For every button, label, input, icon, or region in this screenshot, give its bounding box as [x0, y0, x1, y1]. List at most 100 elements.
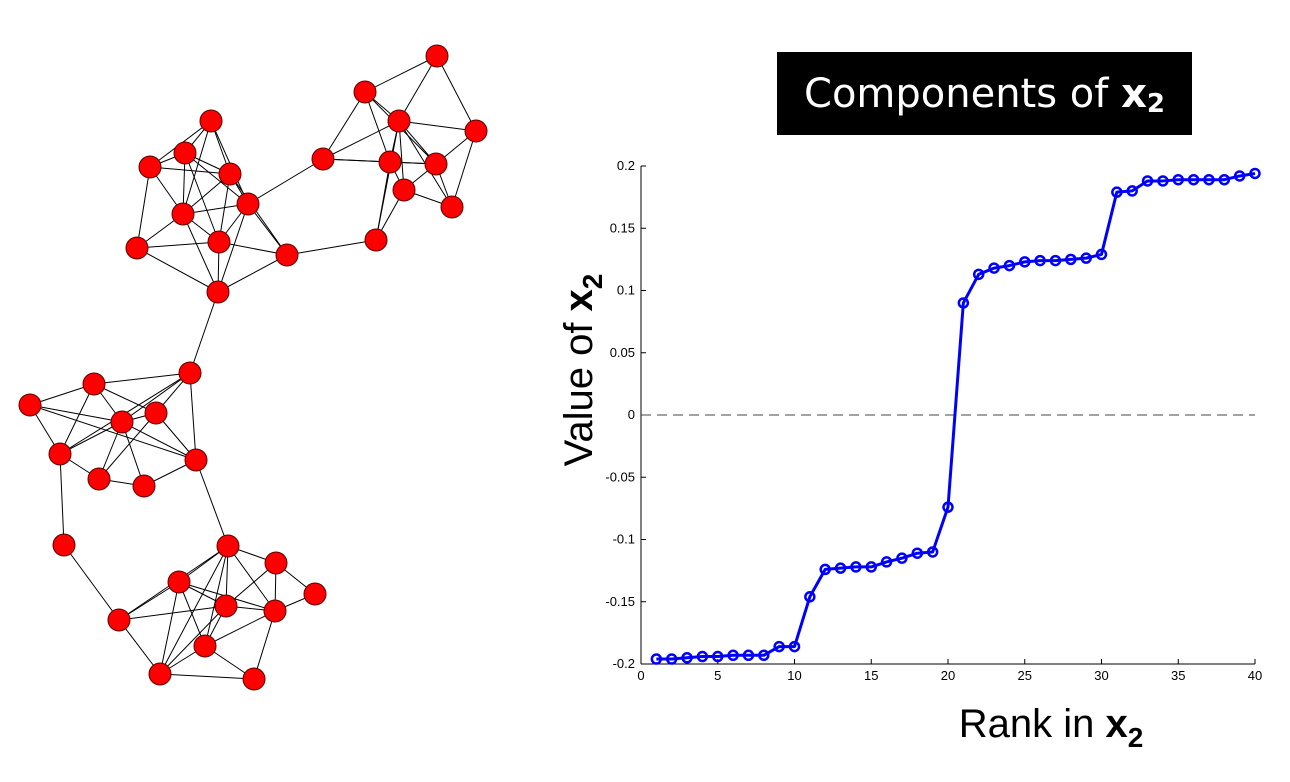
graph-node [82, 372, 106, 396]
graph-node [275, 243, 299, 267]
graph-node [144, 401, 168, 425]
data-point [850, 561, 862, 573]
data-point [1019, 256, 1031, 268]
data-point [665, 653, 678, 665]
graph-node [440, 195, 464, 219]
data-point [1203, 173, 1215, 186]
x-tick-label: 0 [637, 668, 644, 683]
graph-node [138, 155, 162, 179]
graph-node [387, 109, 411, 133]
y-tick-label: 0.05 [610, 345, 635, 360]
data-point [988, 262, 1000, 274]
line-chart: -0.2 -0.15 -0.1 -0.05 0 0.05 0.1 0.15 0.2 0 5 10 15 2… [540, 140, 1290, 777]
data-point [1187, 173, 1200, 186]
graph-edge [204, 610, 276, 647]
data-point [1080, 252, 1092, 264]
graph-node [52, 533, 76, 557]
data-point [819, 563, 831, 576]
edges-layer [29, 55, 477, 680]
x-tick-label: 10 [787, 668, 801, 683]
data-point [1172, 173, 1184, 186]
graph-node [148, 662, 172, 686]
data-point [926, 546, 939, 558]
data-point [804, 591, 816, 603]
graph-edge [159, 545, 229, 675]
graph-node [425, 44, 449, 68]
graph-edge [189, 372, 197, 461]
graph-node [199, 109, 223, 133]
data-point [896, 552, 908, 564]
graph-node [171, 202, 195, 226]
data-point [957, 297, 970, 309]
graph-node [48, 442, 72, 466]
y-tick-label: 0.15 [610, 220, 635, 235]
graph-edge [364, 55, 438, 93]
data-point [1218, 173, 1231, 186]
y-tick-label: 0 [628, 407, 635, 422]
data-point [696, 650, 709, 663]
chart-title-sub: 2 [1146, 88, 1165, 119]
graph-node [167, 570, 191, 594]
graph-edge [159, 581, 180, 675]
graph-edge [118, 605, 227, 621]
y-tick-label: -0.05 [605, 469, 635, 484]
series-layer [650, 167, 1261, 665]
graph-edge [29, 404, 123, 423]
data-point [911, 547, 924, 559]
graph-node [125, 236, 149, 260]
graph-node [424, 152, 448, 176]
graph-node [214, 594, 238, 618]
y-axis-title: Value of x2 [557, 274, 608, 467]
data-point [650, 653, 663, 665]
graph-edge [182, 213, 219, 293]
x-tick-label: 5 [714, 668, 721, 683]
graph-edge [227, 545, 276, 612]
graph-edge [59, 421, 123, 455]
data-point [758, 649, 770, 662]
graph-edge [229, 173, 288, 256]
graph-edge [189, 291, 219, 374]
data-point [773, 640, 785, 653]
graph-node [206, 280, 230, 304]
graph-edge [364, 91, 391, 163]
graph-node [107, 608, 131, 632]
graph-edge [184, 152, 249, 205]
graph-edge [398, 55, 438, 122]
graph-edge [121, 421, 197, 461]
graph-node [464, 119, 488, 143]
y-axis-title-sub: 2 [577, 274, 608, 290]
data-point [880, 556, 893, 568]
graph-edge [182, 120, 212, 215]
graph-node [110, 410, 134, 434]
data-point [1065, 253, 1077, 266]
data-point [1034, 254, 1046, 267]
graph-node [264, 551, 288, 575]
graph-edge [217, 254, 288, 293]
data-point [972, 268, 985, 281]
graph-edge [59, 383, 95, 455]
graph-edge [136, 241, 220, 249]
data-point [742, 649, 755, 662]
graph-edge [398, 120, 477, 132]
nodes-layer [18, 44, 488, 691]
x-tick-label: 40 [1248, 668, 1262, 683]
graph-edge [118, 581, 180, 621]
y-tick-label: 0.1 [617, 283, 635, 298]
data-point [1233, 170, 1246, 182]
graph-edge [136, 166, 151, 249]
graph-edge [322, 120, 400, 160]
graph-edge [286, 239, 377, 256]
graph-node [178, 361, 202, 385]
data-point [865, 561, 877, 573]
x-axis-title-prefix: Rank in [959, 702, 1106, 746]
graph-edge [217, 203, 249, 293]
graph-edge [436, 55, 477, 132]
graph-edge [29, 404, 197, 461]
axes-layer: -0.2 -0.15 -0.1 -0.05 0 0.05 0.1 0.15 0.2 0 5 10 15 2… [605, 158, 1262, 683]
x-axis-title: Rank in x2 [959, 702, 1144, 753]
data-point [942, 501, 954, 513]
graph-node [132, 474, 156, 498]
graph-edge [93, 372, 191, 385]
graph-edge [159, 605, 227, 675]
graph-edge [253, 610, 276, 680]
